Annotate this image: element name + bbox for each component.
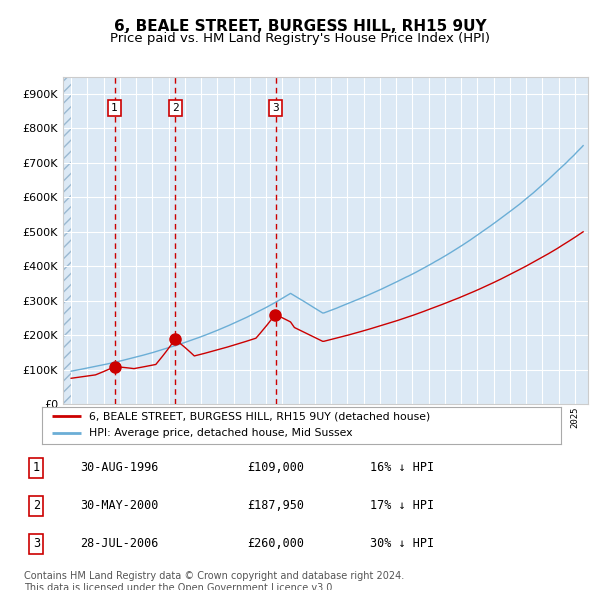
Text: 6, BEALE STREET, BURGESS HILL, RH15 9UY: 6, BEALE STREET, BURGESS HILL, RH15 9UY (113, 19, 487, 34)
Text: 1: 1 (33, 461, 40, 474)
Text: 30-AUG-1996: 30-AUG-1996 (80, 461, 158, 474)
Text: 1: 1 (111, 103, 118, 113)
Text: 30% ↓ HPI: 30% ↓ HPI (370, 537, 434, 550)
Text: 28-JUL-2006: 28-JUL-2006 (80, 537, 158, 550)
Text: Contains HM Land Registry data © Crown copyright and database right 2024.
This d: Contains HM Land Registry data © Crown c… (24, 571, 404, 590)
Text: £109,000: £109,000 (247, 461, 304, 474)
Bar (63, 77, 71, 404)
Text: 2: 2 (172, 103, 179, 113)
Text: HPI: Average price, detached house, Mid Sussex: HPI: Average price, detached house, Mid … (89, 428, 352, 438)
Text: 17% ↓ HPI: 17% ↓ HPI (370, 499, 434, 513)
Text: 30-MAY-2000: 30-MAY-2000 (80, 499, 158, 513)
Text: 3: 3 (272, 103, 279, 113)
Text: 6, BEALE STREET, BURGESS HILL, RH15 9UY (detached house): 6, BEALE STREET, BURGESS HILL, RH15 9UY … (89, 411, 430, 421)
Text: 3: 3 (33, 537, 40, 550)
Text: £260,000: £260,000 (247, 537, 304, 550)
Text: Price paid vs. HM Land Registry's House Price Index (HPI): Price paid vs. HM Land Registry's House … (110, 32, 490, 45)
Text: 2: 2 (33, 499, 40, 513)
Text: 16% ↓ HPI: 16% ↓ HPI (370, 461, 434, 474)
Text: £187,950: £187,950 (247, 499, 304, 513)
